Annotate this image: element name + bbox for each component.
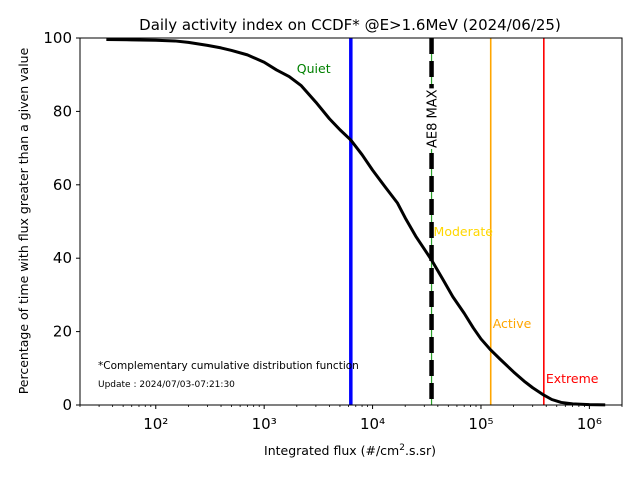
y-tick-label: 100	[43, 29, 72, 47]
plot-area: Quiet AE8 MAX Moderate Active Extreme 0 20 40 60…	[43, 29, 623, 433]
y-tick-label: 80	[53, 102, 72, 120]
annotation-ccdf-note: *Complementary cumulative distribution f…	[98, 360, 359, 372]
threshold-label-extreme: Extreme	[546, 371, 599, 386]
x-tick-label: 10⁵	[468, 415, 493, 433]
x-tick-label: 10⁶	[577, 415, 602, 433]
threshold-label-moderate: Moderate	[434, 224, 494, 239]
ae8-max-label-bg	[425, 88, 441, 150]
x-axis-label: Integrated flux (#/cm2.s.sr)	[264, 443, 436, 458]
annotation-update-time: Update : 2024/07/03-07:21:30	[98, 380, 235, 390]
plot-frame	[79, 37, 623, 406]
y-tick-label: 40	[53, 249, 72, 267]
ccdf-curve	[106, 37, 606, 407]
x-tick-label: 10³	[252, 415, 277, 433]
threshold-label-quiet: Quiet	[297, 61, 331, 76]
threshold-label-active: Active	[493, 316, 532, 331]
y-axis-label: Percentage of time with flux greater tha…	[16, 47, 31, 394]
x-tick-label: 10⁴	[360, 415, 385, 433]
y-tick-label: 0	[62, 396, 72, 414]
y-tick-label: 20	[53, 323, 72, 341]
x-tick-label: 10²	[143, 415, 168, 433]
y-tick-label: 60	[53, 176, 72, 194]
chart-title: Daily activity index on CCDF* @E>1.6MeV …	[139, 16, 561, 34]
ae8-max-label: AE8 MAX	[426, 89, 441, 148]
